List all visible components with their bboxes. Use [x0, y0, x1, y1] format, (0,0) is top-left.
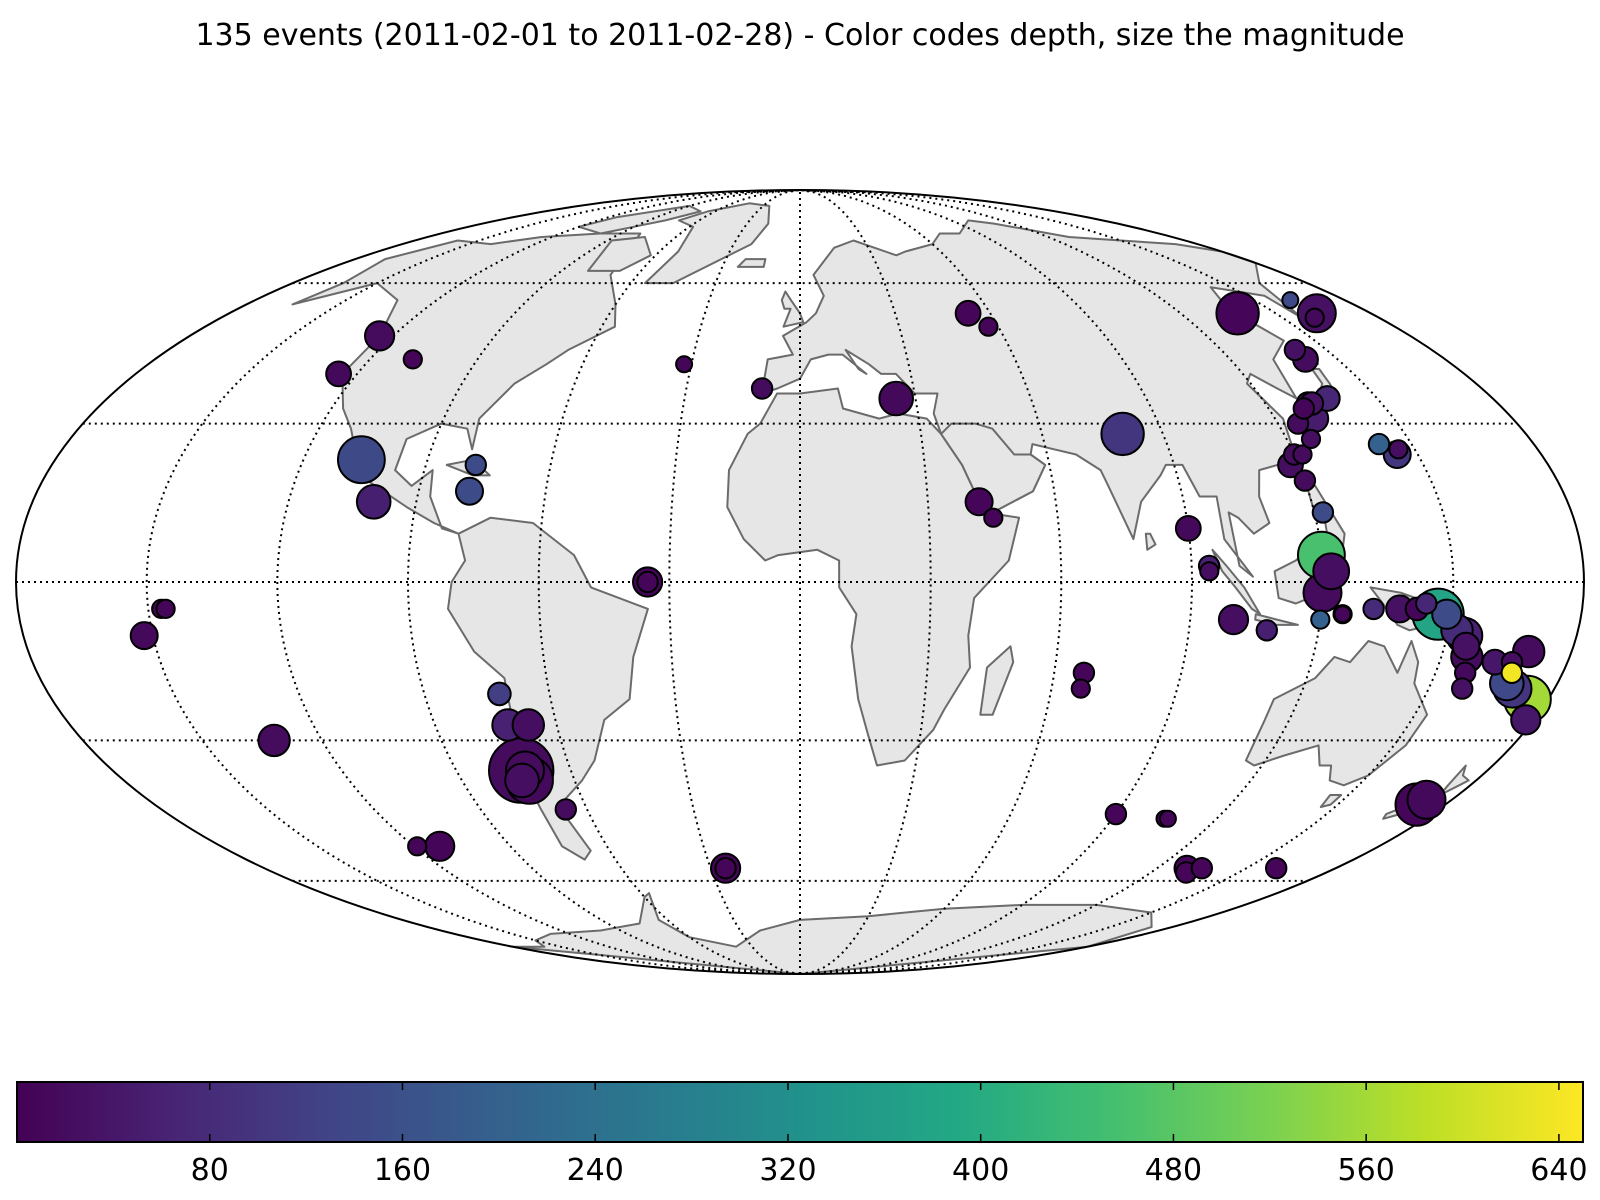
colorbar-tick-label: 320	[759, 1153, 816, 1188]
colorbar-tick-label: 240	[567, 1153, 624, 1188]
event-marker	[714, 857, 737, 880]
meridian-line	[799, 190, 1455, 974]
chart-title: 135 events (2011-02-01 to 2011-02-28) - …	[195, 18, 1405, 53]
event-marker	[1300, 428, 1322, 450]
event-markers	[129, 291, 1552, 884]
event-marker	[1070, 678, 1091, 699]
meridian-line	[799, 190, 1194, 974]
event-marker	[504, 762, 540, 799]
event-marker	[1292, 397, 1316, 420]
event-marker	[1451, 631, 1481, 661]
event-marker	[325, 360, 353, 388]
meridian-line	[668, 190, 801, 974]
landmass-tasmania	[1319, 794, 1343, 808]
event-marker	[455, 476, 484, 506]
graticule	[16, 190, 1584, 974]
world-map	[15, 189, 1585, 975]
event-marker	[554, 798, 577, 821]
colorbar-tick-label: 80	[191, 1153, 229, 1188]
event-marker	[878, 380, 915, 417]
event-marker	[983, 507, 1004, 528]
event-marker	[954, 299, 982, 327]
event-marker	[487, 681, 512, 707]
event-marker	[1104, 802, 1128, 826]
event-marker	[337, 435, 386, 485]
event-marker	[1451, 677, 1474, 700]
colorbar-gradient	[16, 1081, 1584, 1143]
landmass-australia	[1244, 640, 1429, 787]
meridian-line	[145, 190, 801, 974]
event-marker	[1174, 515, 1202, 542]
event-marker	[1415, 592, 1438, 615]
event-marker	[1215, 291, 1260, 336]
event-marker	[1311, 501, 1335, 524]
landmass-new-zealand-n	[1438, 764, 1470, 796]
landmass-britain	[780, 290, 805, 328]
meridian-line	[537, 190, 801, 974]
event-marker	[1500, 661, 1524, 684]
colorbar-tick-label: 400	[952, 1153, 1009, 1188]
event-marker	[1312, 552, 1351, 591]
landmass-greenland	[644, 202, 771, 285]
event-marker	[1100, 411, 1145, 457]
meridian-line	[799, 190, 1324, 974]
event-marker	[1217, 604, 1250, 636]
event-marker	[750, 377, 774, 400]
meridian-line	[799, 190, 932, 974]
event-marker	[1255, 619, 1279, 642]
event-marker	[257, 723, 291, 758]
event-marker	[1158, 809, 1177, 828]
event-marker	[1292, 444, 1313, 465]
event-marker	[402, 349, 423, 370]
colorbar-tick-label: 160	[374, 1153, 431, 1188]
event-marker	[964, 487, 994, 517]
event-marker	[1293, 469, 1317, 492]
colorbar-ticks: 80 160 240 320 400 480 560 640	[191, 1082, 1588, 1188]
event-marker	[636, 570, 659, 594]
event-marker	[675, 355, 694, 374]
landmass-sumatra	[1211, 548, 1262, 616]
colorbar-tick-label: 640	[1530, 1153, 1587, 1188]
landmass-antarctica	[511, 892, 1153, 974]
meridian-line	[799, 190, 1063, 974]
meridian-line	[276, 190, 801, 974]
landmass-eurasia	[760, 219, 1303, 578]
colorbar-tick-label: 560	[1338, 1153, 1395, 1188]
event-marker	[129, 621, 159, 651]
event-marker	[355, 484, 392, 520]
colorbar-tick-label: 480	[1145, 1153, 1202, 1188]
event-marker	[424, 830, 456, 862]
event-marker	[1362, 597, 1385, 621]
event-marker	[1281, 291, 1300, 310]
event-marker	[364, 320, 396, 352]
landmass-africa	[726, 387, 1021, 767]
event-marker	[1510, 704, 1542, 736]
event-marker	[1304, 307, 1325, 328]
event-marker	[511, 708, 545, 742]
event-marker	[1190, 857, 1214, 880]
event-marker	[464, 453, 487, 477]
event-marker	[1406, 779, 1447, 820]
event-marker	[1310, 609, 1331, 630]
event-marker	[1199, 561, 1220, 582]
event-marker	[1388, 439, 1409, 460]
depth-colorbar: 80 160 240 320 400 480 560 640	[16, 1081, 1588, 1188]
event-marker	[155, 598, 176, 620]
landmass-iceland	[736, 258, 767, 268]
event-marker	[1431, 598, 1463, 630]
event-marker	[407, 836, 428, 857]
event-marker	[1333, 605, 1352, 624]
event-marker	[1265, 857, 1288, 880]
event-marker	[1367, 432, 1391, 456]
map-boundary	[15, 189, 1585, 975]
meridian-line	[406, 190, 801, 974]
event-marker	[1283, 338, 1307, 362]
landmass-baffin	[587, 236, 652, 272]
event-marker	[978, 316, 999, 337]
landmass-sri-lanka	[1144, 532, 1157, 551]
landmass-madagascar	[979, 645, 1015, 716]
